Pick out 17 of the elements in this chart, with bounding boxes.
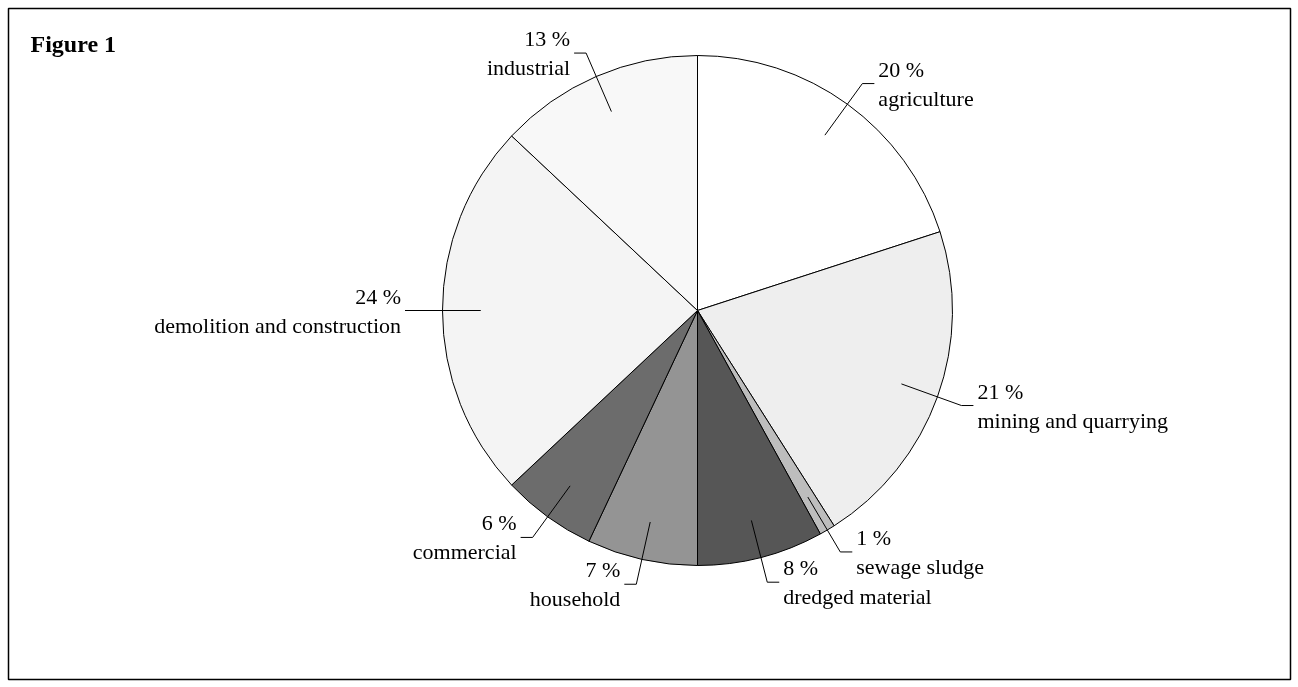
data-label: 20 %: [878, 56, 925, 82]
legend-label: agriculture: [878, 85, 974, 111]
data-label: 13 %: [524, 26, 571, 52]
slice-label: industrial: [487, 55, 571, 81]
slice-label: dredged material: [783, 584, 932, 610]
data-label: 1 %: [856, 524, 892, 550]
slice-label: mining and quarrying: [977, 407, 1169, 433]
slice-label: demolition and construction: [154, 312, 402, 338]
data-label: 21 %: [977, 378, 1024, 404]
data-label: 7 %: [585, 557, 621, 583]
slice-label: sewage sludge: [856, 553, 984, 579]
slice-label: household: [529, 586, 621, 612]
slice-label: commercial: [412, 539, 517, 565]
data-label: 24 %: [355, 283, 401, 309]
chart-title: Figure 1: [30, 30, 117, 57]
data-label: 6 %: [481, 510, 517, 536]
data-label: 8 %: [783, 555, 819, 581]
